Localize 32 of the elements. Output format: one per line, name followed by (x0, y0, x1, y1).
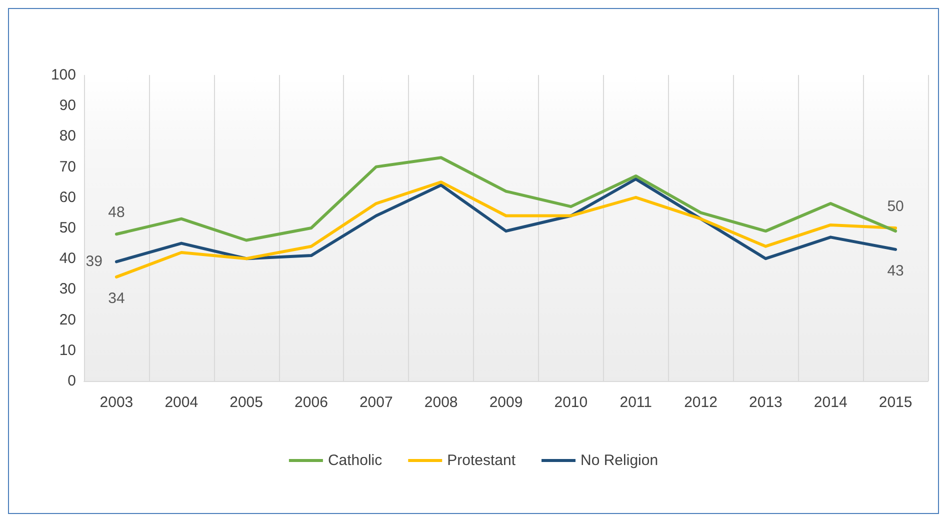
y-tick-label: 100 (50, 66, 76, 84)
x-tick-label: 2015 (878, 394, 912, 411)
y-tick-label: 50 (59, 220, 76, 236)
legend-label: Protestant (447, 452, 516, 469)
y-tick-label: 10 (59, 342, 76, 359)
x-tick-label: 2005 (230, 394, 263, 411)
x-tick-label: 2006 (294, 394, 328, 411)
x-tick-label: 2010 (554, 394, 588, 411)
data-label: 34 (108, 290, 125, 307)
x-tick-label: 2014 (814, 394, 848, 411)
legend-label: No Religion (580, 452, 658, 469)
y-tick-label: 30 (59, 280, 76, 298)
legend-label: Catholic (328, 452, 383, 469)
y-tick-label: 0 (68, 372, 76, 390)
data-label: 50 (887, 198, 904, 215)
x-tick-label: 2003 (100, 394, 134, 411)
x-tick-label: 2012 (684, 394, 718, 411)
y-tick-label: 40 (59, 250, 76, 268)
y-tick-label: 20 (59, 311, 76, 328)
x-tick-label: 2011 (620, 394, 652, 411)
x-tick-label: 2007 (359, 394, 393, 411)
x-tick-label: 2004 (164, 394, 198, 411)
data-label: 39 (86, 253, 102, 270)
y-tick-label: 90 (59, 97, 76, 114)
y-tick-label: 80 (59, 128, 76, 145)
x-tick-label: 2009 (489, 394, 523, 411)
data-label: 48 (108, 204, 125, 222)
x-tick-label: 2013 (749, 394, 782, 411)
data-label: 43 (887, 262, 904, 280)
x-tick-label: 2008 (424, 394, 458, 411)
y-tick-label: 60 (59, 188, 76, 206)
y-tick-label: 70 (59, 158, 76, 176)
